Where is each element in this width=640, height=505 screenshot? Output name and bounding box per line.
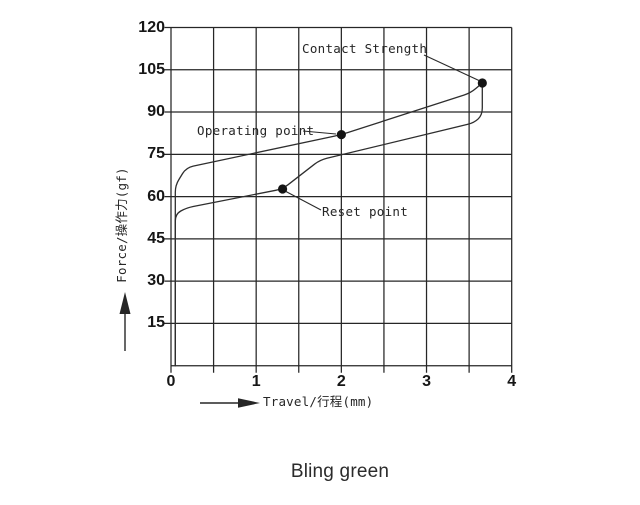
annotation-contact-strength: Contact Strength — [302, 41, 428, 56]
figure-caption: Bling green — [290, 461, 390, 482]
y-axis-title-text: Force/操作力(gf) — [114, 167, 129, 283]
annotation-pointer-line-contact-strength — [423, 54, 481, 82]
x-tick-label-3: 3 — [422, 373, 431, 390]
annotation-operating-point: Operating point — [197, 123, 315, 138]
annotation-reset-point: Reset point — [322, 204, 409, 219]
y-tick-label-75: 75 — [147, 145, 165, 163]
x-axis-title: Travel/行程(mm) — [263, 394, 373, 410]
y-tick-label-15: 15 — [147, 314, 165, 332]
y-tick-label-90: 90 — [147, 103, 165, 121]
annotation-pointer-line-reset-point — [284, 190, 322, 211]
y-axis-title: Force/操作力(gf) — [114, 155, 130, 295]
y-tick-label-105: 105 — [138, 60, 165, 78]
x-axis-arrow-icon — [238, 398, 260, 408]
y-tick-label-120: 120 — [138, 18, 165, 36]
x-tick-label-1: 1 — [251, 373, 261, 390]
force-curve-downstroke — [174, 82, 483, 367]
marker-operating-point — [336, 129, 346, 140]
x-tick-label-0: 0 — [166, 373, 176, 390]
y-tick-label-45: 45 — [147, 229, 165, 247]
x-axis-title-text: Travel/行程(mm) — [263, 394, 374, 409]
marker-contact-strength — [477, 78, 487, 88]
force-curve-upstroke — [174, 82, 483, 367]
marker-reset-point — [277, 184, 288, 194]
annotation-pointer-line-operating-point — [302, 130, 337, 135]
y-tick-label-30: 30 — [147, 272, 165, 290]
x-tick-label-2: 2 — [336, 373, 346, 390]
x-tick-label-4: 4 — [507, 373, 517, 390]
y-tick-label-60: 60 — [147, 187, 165, 205]
y-axis-arrow-icon — [119, 292, 131, 314]
